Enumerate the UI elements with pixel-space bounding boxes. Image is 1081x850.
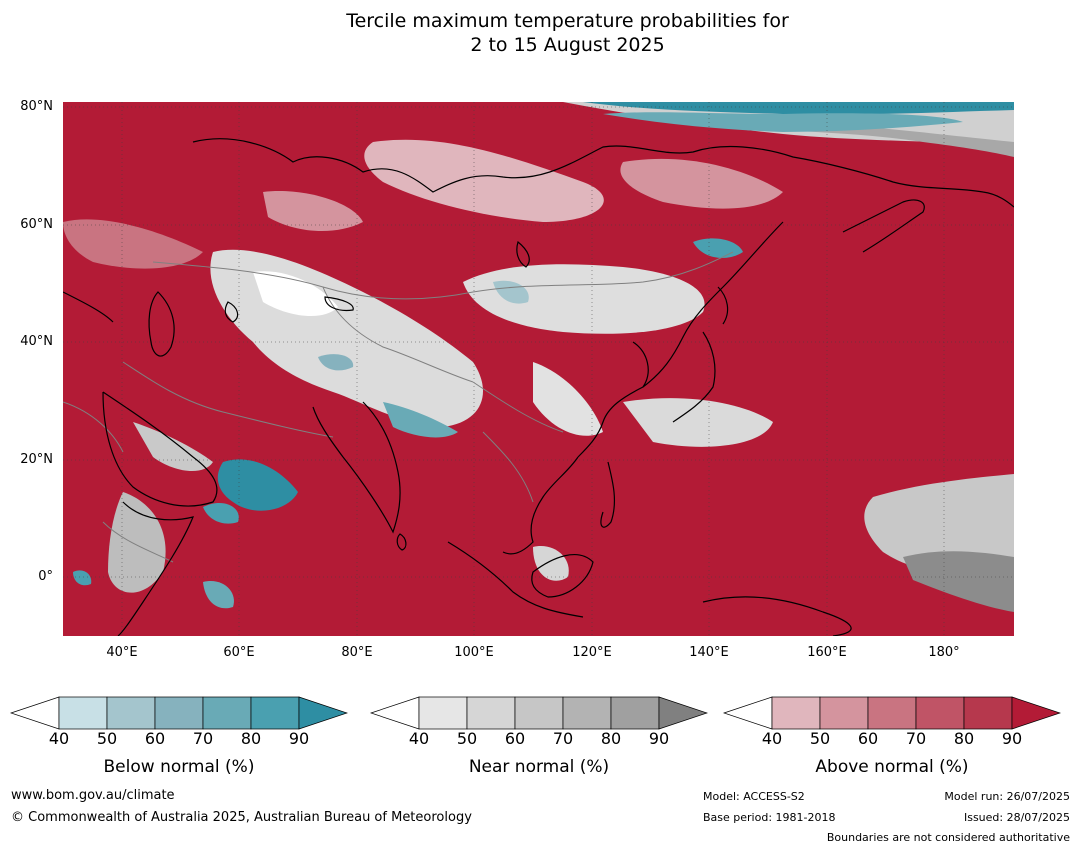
colorbar-tick: 90 [648,729,670,748]
colorbar-swatch [58,696,108,730]
lon-label: 80°E [341,645,373,660]
colorbar-tick: 70 [192,729,214,748]
colorbar-tick: 90 [1001,729,1023,748]
title-line-1: Tercile maximum temperature probabilitie… [346,10,789,32]
colorbar-lower-extension [369,696,420,730]
colorbar-swatch [963,696,1013,730]
colorbar-swatch [466,696,516,730]
model-run-text: Model run: 26/07/2025 [944,790,1070,803]
below-normal-regions [73,102,1014,609]
colorbar-tick: 90 [288,729,310,748]
colorbar-tick: 80 [600,729,622,748]
colorbar-tick: 60 [857,729,879,748]
lon-label: 120°E [572,645,612,660]
colorbar-swatch [514,696,564,730]
colorbar-swatch [819,696,869,730]
issued-text: Issued: 28/07/2025 [963,811,1070,824]
lon-label: 180° [928,645,960,660]
colorbar-swatch [250,696,300,730]
lon-label: 60°E [223,645,255,660]
near-normal-label: Near normal (%) [468,757,610,777]
colorbar-swatch [418,696,468,730]
colorbar-upper-extension [298,696,349,730]
colorbar-tick: 80 [953,729,975,748]
country-boundaries [63,251,734,563]
colorbar-swatch [915,696,965,730]
lon-label: 40°E [106,645,138,660]
above-normal-colorbar-swatches [722,696,1062,730]
colorbar-tick: 70 [905,729,927,748]
map-canvas [63,102,1014,636]
below-normal-colorbar-swatches [9,696,349,730]
colorbar-lower-extension [9,696,60,730]
above-normal-colorbar: 40 50 60 70 80 90 Above normal (%) [722,695,1062,785]
colorbar-tick: 80 [240,729,262,748]
below-normal-colorbar: 40 50 60 70 80 90 Below normal (%) [9,695,349,785]
colorbar-swatch [106,696,156,730]
coastlines [63,138,1014,636]
disclaimer-text: Boundaries are not considered authoritat… [826,831,1070,844]
below-normal-label: Below normal (%) [103,757,255,777]
colorbar-upper-extension [1011,696,1062,730]
base-period-text: Base period: 1981-2018 [703,811,836,824]
colorbar-swatch [154,696,204,730]
colorbar-tick: 40 [761,729,783,748]
colorbar-tick: 40 [408,729,430,748]
lat-label: 0° [38,569,53,584]
title-line-2: 2 to 15 August 2025 [470,34,665,56]
above-normal-light-regions [63,139,783,269]
above-normal-label: Above normal (%) [815,757,969,777]
map-gridlines [63,102,1014,636]
chart-title: Tercile maximum temperature probabilitie… [0,9,1081,57]
colorbar-tick: 50 [96,729,118,748]
colorbar-swatch [562,696,612,730]
lat-label: 40°N [20,334,53,349]
colorbar-tick: 60 [144,729,166,748]
colorbar-tick: 50 [809,729,831,748]
model-text: Model: ACCESS-S2 [703,790,805,803]
lat-label: 60°N [20,217,53,232]
near-normal-colorbar-swatches [369,696,709,730]
colorbar-swatch [610,696,660,730]
colorbar-swatch [771,696,821,730]
website-link[interactable]: www.bom.gov.au/climate [11,788,175,803]
colorbar-swatch [202,696,252,730]
lat-label: 20°N [20,452,53,467]
colorbar-swatch [867,696,917,730]
colorbar-tick: 50 [456,729,478,748]
lat-label: 80°N [20,99,53,114]
colorbar-tick: 70 [552,729,574,748]
lon-label: 100°E [454,645,494,660]
copyright-text: © Commonwealth of Australia 2025, Austra… [11,810,472,825]
colorbar-lower-extension [722,696,773,730]
near-normal-colorbar: 40 50 60 70 80 90 Near normal (%) [369,695,709,785]
colorbar-tick: 40 [48,729,70,748]
lon-label: 140°E [689,645,729,660]
colorbar-tick: 60 [504,729,526,748]
colorbar-upper-extension [658,696,709,730]
probability-map [63,102,1014,636]
lon-label: 160°E [807,645,847,660]
